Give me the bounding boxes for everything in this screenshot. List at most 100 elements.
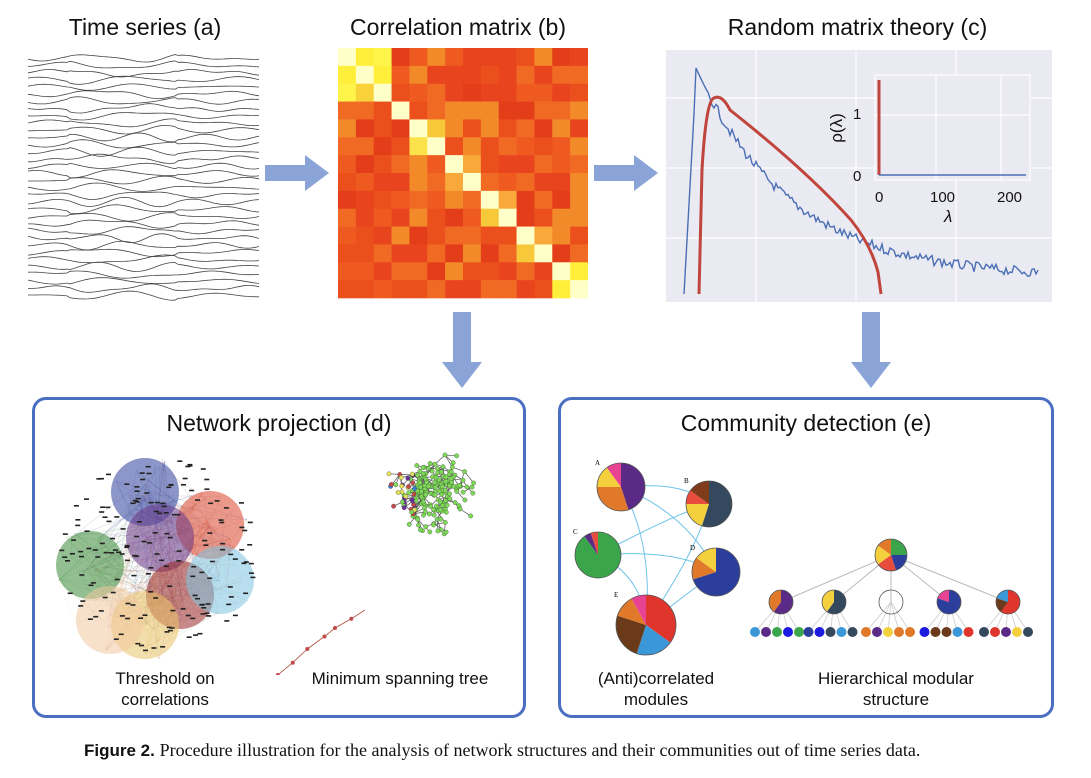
matrix-cell: [355, 173, 375, 192]
network-node: [199, 603, 205, 606]
mst-node: [442, 452, 448, 458]
matrix-cell: [498, 119, 517, 138]
matrix-cell: [409, 155, 428, 174]
mst-node: [415, 517, 421, 522]
matrix-cell: [355, 48, 375, 67]
matrix-cell: [498, 208, 517, 227]
matrix-cell: [516, 83, 535, 102]
network-node: [139, 472, 145, 474]
matrix-cell: [391, 190, 410, 210]
matrix-cell: [427, 173, 446, 192]
tree-leaf: [783, 627, 793, 637]
module-pie: [631, 594, 646, 625]
matrix-cell: [463, 155, 482, 174]
time-series-line: [28, 254, 260, 264]
time-series-line: [28, 54, 260, 63]
mst-node: [427, 529, 433, 535]
network-node: [167, 585, 173, 587]
tree-leaf: [919, 627, 930, 637]
network-node: [62, 556, 68, 558]
network-node: [75, 524, 81, 527]
network-node: [136, 521, 142, 523]
network-node: [186, 636, 192, 638]
network-node: [88, 584, 94, 587]
mst-node: [464, 484, 470, 490]
network-node: [79, 555, 84, 558]
time-series-line: [28, 277, 260, 285]
title-random-matrix: Random matrix theory (c): [727, 14, 988, 40]
mst-node: [462, 497, 468, 503]
tree-leaf: [1012, 627, 1022, 637]
mst-node: [443, 498, 449, 503]
network-node: [125, 559, 130, 562]
matrix-cell: [570, 119, 588, 138]
matrix-cell: [552, 48, 571, 67]
mst-node: [433, 475, 439, 481]
network-node: [228, 553, 234, 556]
mst-edge: [307, 636, 325, 650]
arrow-b-to-c: [594, 155, 658, 191]
mst-edge: [334, 618, 352, 629]
matrix-cell: [391, 48, 410, 67]
network-node: [164, 532, 170, 535]
module-pie: [606, 463, 621, 487]
mst-node: [439, 484, 445, 490]
time-series-line: [28, 270, 260, 279]
matrix-cell: [391, 101, 410, 120]
mst-node: [422, 505, 427, 511]
network-node: [99, 542, 105, 545]
matrix-cell: [338, 226, 357, 245]
module-pie: [686, 490, 709, 504]
network-node: [167, 629, 173, 632]
matrix-cell: [373, 208, 392, 227]
network-node: [73, 505, 79, 507]
module-letter: C: [573, 528, 578, 536]
matrix-cell: [516, 262, 535, 281]
network-node: [203, 544, 209, 546]
matrix-cell: [463, 208, 482, 227]
mst-node: [425, 483, 431, 489]
network-node: [206, 615, 211, 617]
matrix-cell: [409, 101, 428, 120]
network-node: [134, 501, 140, 503]
network-node: [109, 552, 114, 554]
network-node: [106, 473, 111, 476]
matrix-cell: [480, 262, 500, 281]
matrix-cell: [391, 208, 410, 227]
matrix-cell: [391, 262, 410, 281]
mst-node: [450, 460, 456, 466]
tree-leaf: [872, 627, 882, 637]
matrix-cell: [480, 226, 500, 245]
network-node: [161, 505, 167, 508]
network-node: [239, 549, 245, 551]
network-node: [207, 532, 213, 534]
mst-node: [443, 474, 449, 480]
matrix-cell: [427, 101, 446, 120]
network-node: [232, 558, 238, 560]
mst-node: [469, 484, 475, 490]
network-node: [87, 618, 93, 620]
matrix-cell: [463, 119, 482, 138]
mst-node: [417, 480, 423, 486]
network-node: [163, 512, 169, 514]
network-node: [67, 592, 73, 595]
network-node: [116, 551, 122, 554]
matrix-cell: [445, 280, 464, 299]
network-node: [125, 617, 131, 620]
matrix-cell: [409, 48, 428, 67]
matrix-cell: [534, 65, 553, 85]
matrix-cell: [516, 208, 535, 227]
matrix-cell: [445, 244, 464, 263]
matrix-cell: [463, 173, 482, 192]
network-node: [239, 502, 244, 504]
mst-node: [443, 529, 449, 535]
matrix-cell: [355, 101, 375, 120]
cluster-blob: [126, 504, 194, 572]
matrix-cell: [516, 119, 535, 138]
network-node: [102, 596, 108, 599]
matrix-cell: [338, 280, 357, 299]
mst-node: [389, 482, 394, 487]
network-node: [106, 520, 112, 523]
network-node: [153, 510, 159, 513]
matrix-cell: [338, 83, 357, 102]
